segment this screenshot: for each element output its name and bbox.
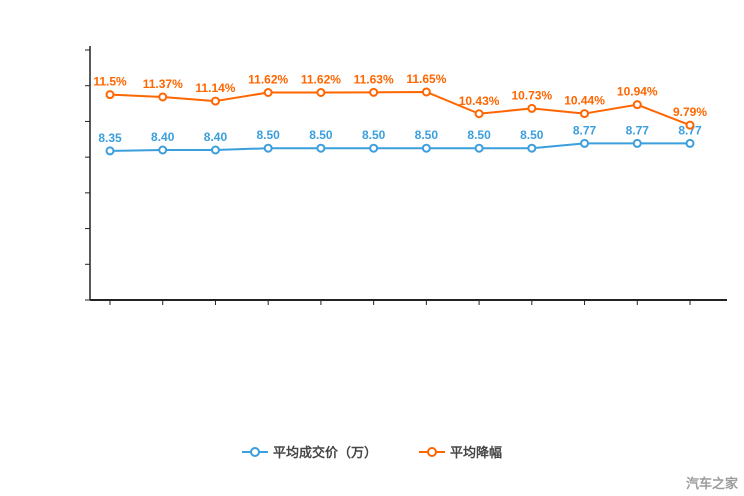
watermark: 汽车之家 (685, 476, 738, 491)
svg-text:8.77: 8.77 (678, 123, 702, 137)
svg-text:10.94%: 10.94% (617, 85, 658, 99)
svg-text:8.77: 8.77 (626, 123, 650, 137)
svg-text:9.79%: 9.79% (673, 105, 707, 119)
svg-text:8.50: 8.50 (415, 128, 439, 142)
svg-text:11.65%: 11.65% (406, 72, 446, 86)
svg-text:8.35: 8.35 (98, 131, 122, 145)
svg-text:8.50: 8.50 (257, 128, 281, 142)
svg-text:11.63%: 11.63% (354, 72, 394, 86)
legend-item-avg-discount[interactable]: 平均降幅 (419, 442, 502, 461)
svg-text:11.5%: 11.5% (93, 75, 127, 89)
svg-text:11.14%: 11.14% (195, 81, 235, 95)
svg-text:11.62%: 11.62% (248, 73, 288, 87)
svg-text:8.40: 8.40 (204, 130, 228, 144)
svg-text:10.73%: 10.73% (511, 88, 552, 102)
svg-text:8.50: 8.50 (467, 128, 491, 142)
blue-line-marker-icon (241, 446, 268, 457)
legend-label-avg-discount: 平均降幅 (450, 445, 503, 460)
legend-ring (427, 446, 437, 457)
svg-text:8.50: 8.50 (520, 128, 544, 142)
chart-legend: 平均成交价（万） 平均降幅 (0, 442, 744, 461)
svg-text:11.37%: 11.37% (143, 77, 183, 91)
svg-text:8.50: 8.50 (362, 128, 386, 142)
svg-text:10.44%: 10.44% (564, 94, 605, 108)
trend-chart: 8.35 8.40 8.40 8.50 8.50 8.50 8.50 8.50 8.50 8.77… (85, 46, 727, 305)
legend-label-avg-price: 平均成交价（万） (272, 445, 377, 460)
svg-text:11.62%: 11.62% (301, 73, 341, 87)
svg-text:8.77: 8.77 (573, 123, 597, 137)
legend-ring (249, 446, 260, 457)
svg-text:8.50: 8.50 (309, 128, 333, 142)
svg-text:8.40: 8.40 (151, 130, 175, 144)
legend-item-avg-price[interactable]: 平均成交价（万） (241, 442, 377, 461)
svg-text:10.43%: 10.43% (459, 94, 500, 108)
orange-line-marker-icon (419, 446, 445, 457)
